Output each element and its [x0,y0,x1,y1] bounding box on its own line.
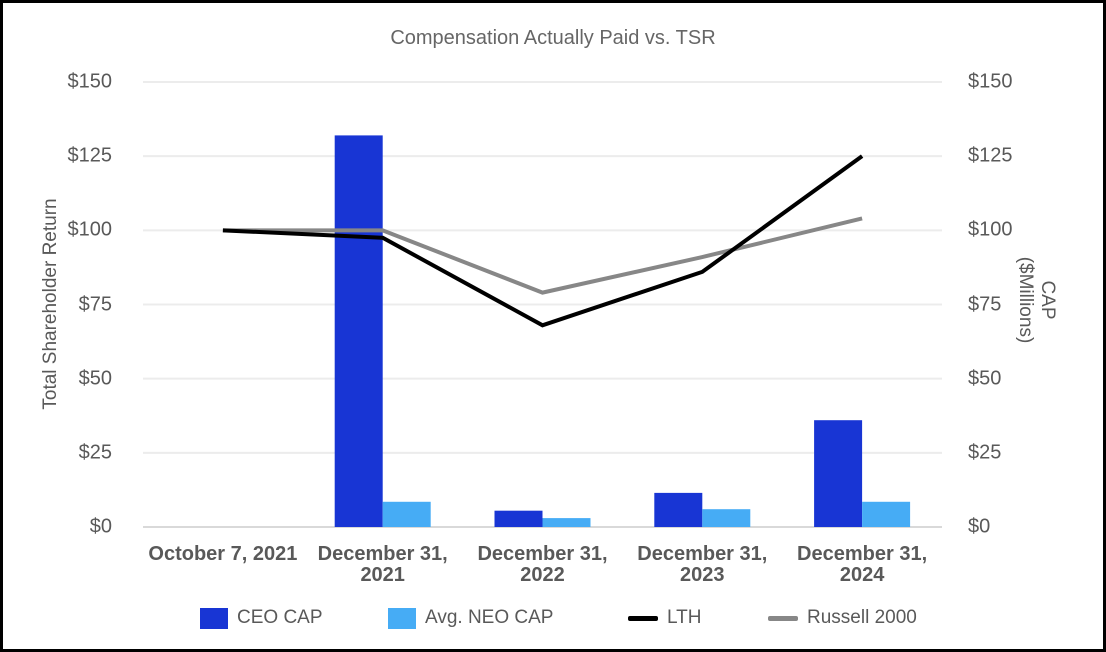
legend-label: Russell 2000 [807,607,917,628]
avg-neo-cap-swatch [388,607,416,629]
legend-label: Avg. NEO CAP [425,607,554,628]
legend-item-ceo-cap: CEO CAP [200,607,323,629]
x-axis-label-line: 2022 [520,564,565,586]
avg-neo-cap-bar [382,501,431,527]
x-axis-label: December 31, 2021 [303,544,463,586]
avg-neo-cap-bar [862,501,911,527]
chart-title: Compensation Actually Paid vs. TSR [390,27,716,49]
right-tick-label: $75 [968,293,1002,315]
avg-neo-cap-bar [702,509,751,527]
left-tick-label: $150 [67,70,113,93]
left-tick-label: $75 [78,293,112,315]
right-tick-label: $100 [968,218,1013,241]
x-axis-label-line: December 31, [317,543,448,565]
x-axis-label: October 7, 2021 [143,544,303,565]
x-axis-label-line: December 31, [797,543,928,565]
ceo-cap-swatch [200,607,228,629]
x-axis-label: December 31, 2023 [622,544,782,586]
legend-item-avg-neo-cap: Avg. NEO CAP [388,607,553,629]
x-axis-label-line: December 31, [477,543,608,565]
right-tick-label: $0 [968,515,991,538]
ceo-cap-bar [334,135,383,527]
x-axis-label: December 31, 2024 [782,544,942,586]
x-axis-label-line: 2024 [839,564,885,586]
x-axis-label-line: 2021 [360,564,405,586]
right-tick-label: $150 [968,70,1013,93]
legend-item-russell-2000: Russell 2000 [768,607,917,629]
x-axis-label-line: October 7, 2021 [148,543,298,565]
ceo-cap-bar [654,492,703,527]
x-axis-label-line: 2023 [680,564,725,586]
right-tick-label: $25 [968,441,1002,464]
legend-label: CEO CAP [237,607,323,628]
right-tick-label: $125 [968,144,1013,167]
russell-2000-swatch [768,615,798,621]
lth-swatch [628,615,658,621]
x-axis-label-line: December 31, [637,543,768,565]
right-tick-label: $50 [968,367,1002,390]
left-tick-label: $50 [78,367,112,390]
lth-line [222,154,864,328]
legend-item-lth: LTH [628,607,701,629]
ceo-cap-bar [494,510,543,527]
russell-2000-line [222,216,863,295]
left-tick-label: $25 [78,441,112,464]
left-tick-label: $0 [89,515,112,538]
left-tick-label: $100 [67,218,113,241]
x-axis-label: December 31, 2022 [463,544,623,586]
legend-label: LTH [667,607,702,628]
avg-neo-cap-bar [542,518,591,527]
ceo-cap-bar [814,420,863,527]
left-tick-label: $125 [67,144,113,167]
